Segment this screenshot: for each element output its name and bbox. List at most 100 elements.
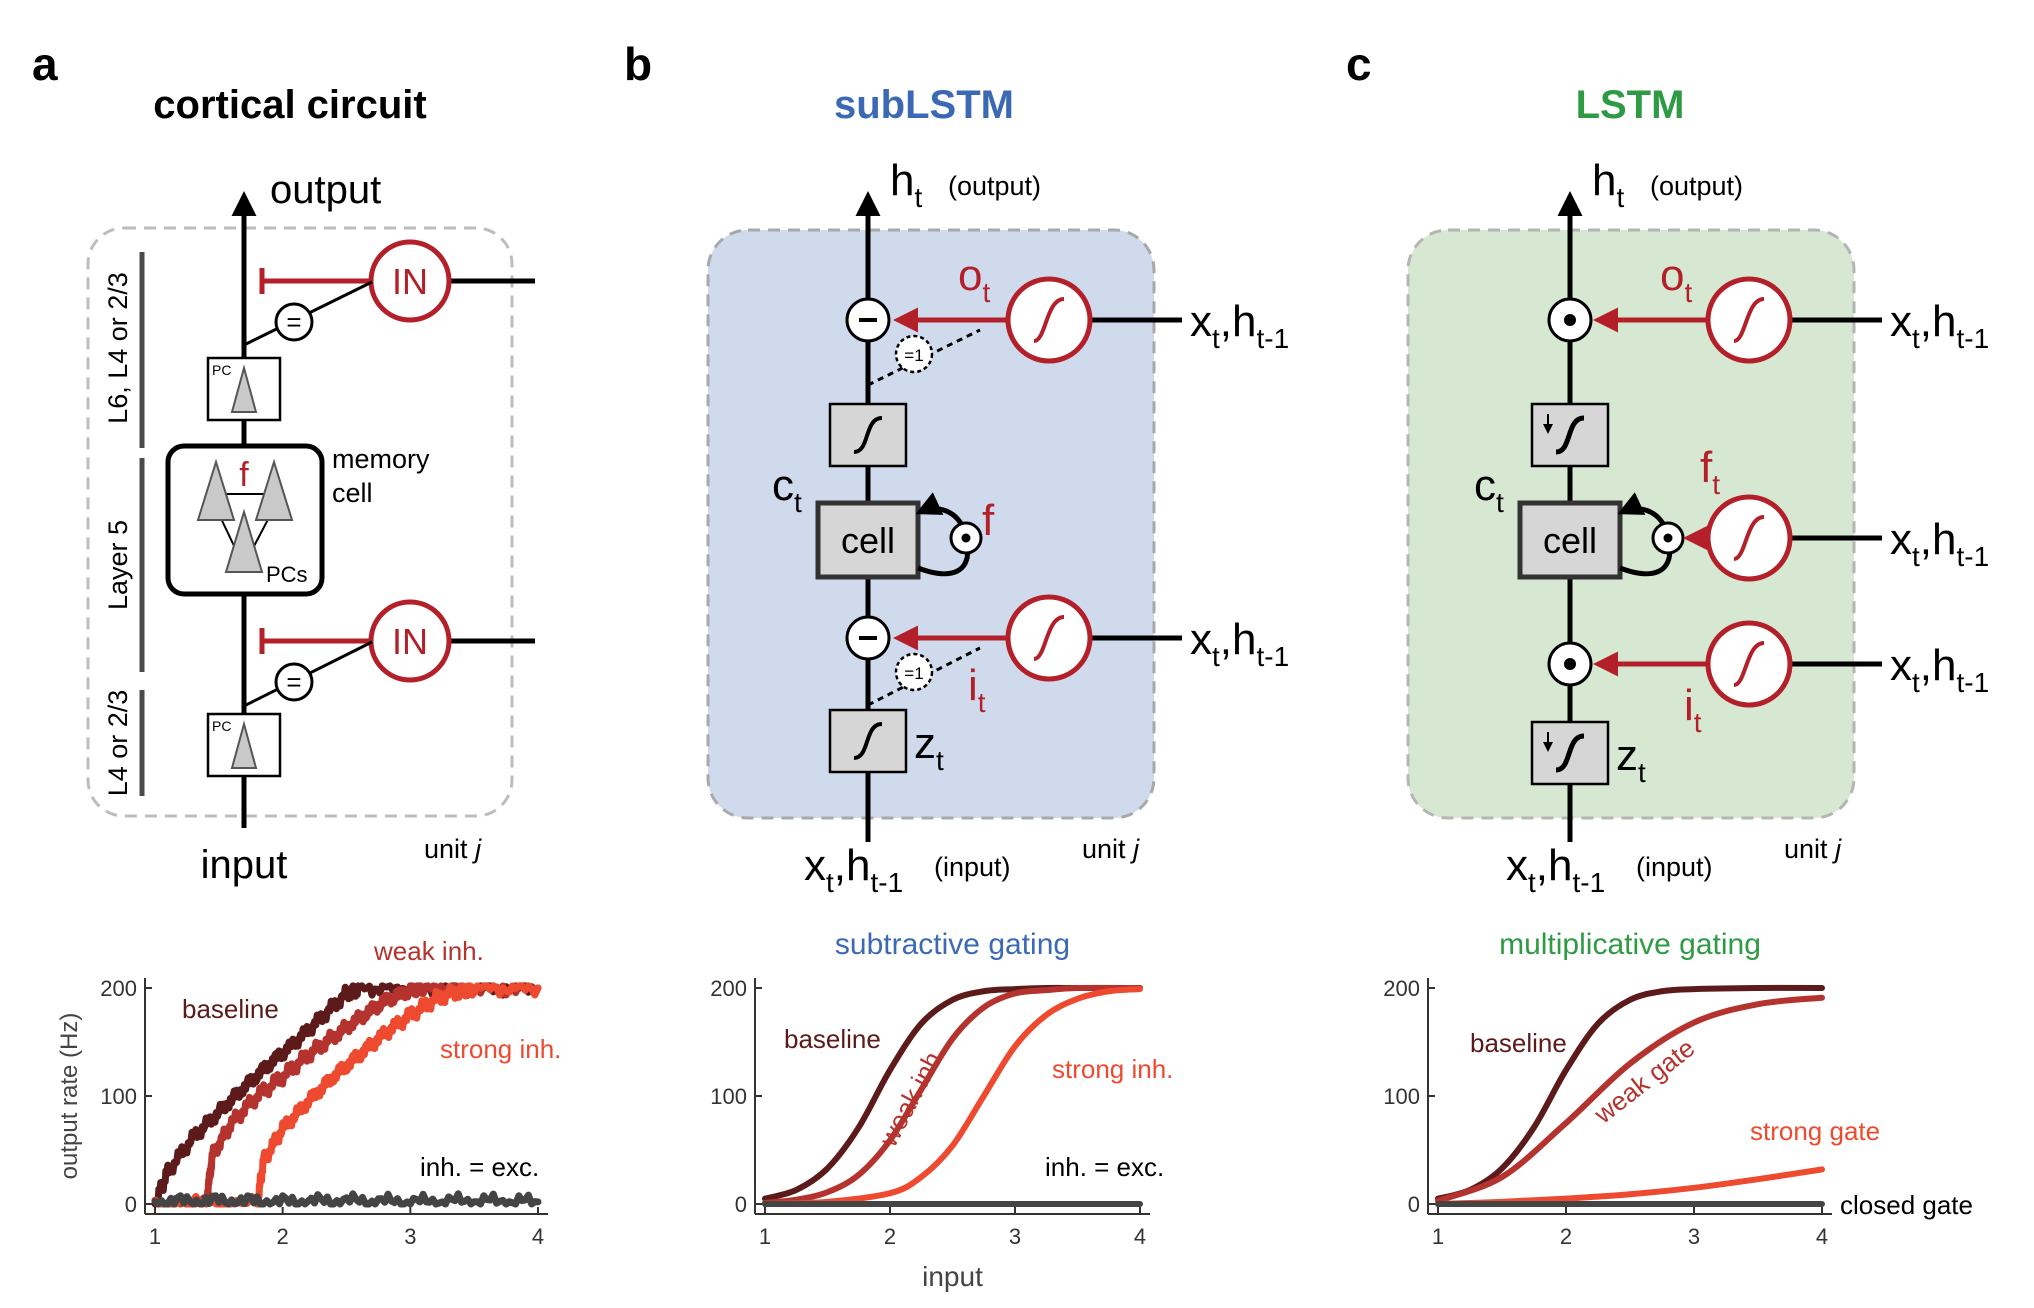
panel-letter-b: b [624, 38, 652, 90]
sigmoid-icon [853, 416, 883, 454]
x-tick-label: 4 [532, 1224, 544, 1249]
sigmoid-icon [1555, 733, 1585, 773]
series-line [151, 982, 542, 1208]
output-gate [1005, 276, 1093, 364]
series-label: weak inh. [373, 936, 484, 966]
ct-label: ct [772, 461, 802, 518]
unit-label: unit j [1784, 834, 1842, 864]
series-label: strong inh. [1052, 1054, 1173, 1084]
chart-a: 0 100 200 1 2 3 4 output rate (Hz) baseline weak … [56, 936, 561, 1249]
gate-label-i: it [968, 661, 986, 718]
x-tick-label: 3 [404, 1224, 416, 1249]
chart-title: multiplicative gating [1499, 928, 1761, 961]
series-label: weak inh. [873, 1040, 952, 1152]
sigmoid-icon [1733, 515, 1765, 561]
layer-label-upper: L6, L4 or 2/3 [103, 272, 133, 424]
panel-b: b subLSTM ht (output) xt,ht-1 ot =1 cell… [624, 38, 1289, 898]
input-label: input [201, 843, 288, 887]
x-axis-label: input [922, 1261, 983, 1292]
x-tick-label: 4 [1816, 1224, 1828, 1249]
forget-label: f [982, 496, 995, 545]
ct-label: ct [1474, 461, 1504, 518]
pc-label-bottom: PC [212, 718, 231, 734]
y-tick-label: 0 [735, 1192, 747, 1217]
cell-box [815, 500, 921, 580]
sigmoid-icon [1733, 297, 1765, 343]
cell-label: cell [841, 520, 895, 561]
output-note: (output) [1650, 171, 1743, 201]
ht-label: ht [1592, 156, 1624, 213]
chart-c: 0 100 200 1 2 3 4 multiplicative gating baseline… [1383, 928, 1973, 1249]
unit-weight-label: =1 [904, 664, 923, 683]
series-label: baseline [784, 1024, 881, 1054]
x-tick-label: 1 [149, 1224, 161, 1249]
input-gate [1705, 620, 1793, 708]
input-note: (input) [934, 852, 1011, 882]
x-tick-label: 2 [277, 1224, 289, 1249]
dot-icon [961, 533, 971, 543]
x-tick-label: 1 [759, 1224, 771, 1249]
panel-c: c LSTM ht (output) xt,ht-1 ot cell ct xt… [1346, 38, 1989, 898]
y-tick-label: 100 [710, 1084, 747, 1109]
series-label: baseline [182, 994, 279, 1024]
y-tick-label: 0 [125, 1192, 137, 1217]
sigmoid-icon [1033, 297, 1065, 343]
cell-box [1517, 500, 1623, 580]
gate-input-label-o: xt,ht-1 [1890, 297, 1989, 354]
forget-label: f [239, 456, 249, 494]
x-tick-label: 4 [1134, 1224, 1146, 1249]
gate-input-label-i: xt,ht-1 [1190, 615, 1289, 672]
series-line [762, 986, 1143, 1207]
unit-label: unit j [1082, 834, 1140, 864]
y-axis-label: output rate (Hz) [56, 1013, 83, 1180]
pyramidal-cell-icon [196, 458, 236, 521]
pcs-label: PCs [266, 562, 308, 587]
cell-label: cell [332, 478, 373, 508]
y-tick-label: 100 [1383, 1084, 1420, 1109]
dot-icon [1663, 533, 1673, 543]
y-tick-label: 100 [100, 1084, 137, 1109]
zt-label: zt [1616, 731, 1646, 788]
input-label: xt,ht-1 [1506, 841, 1605, 898]
series-label: baseline [1470, 1028, 1567, 1058]
pc-label-top: PC [212, 362, 231, 378]
output-label: output [270, 168, 381, 212]
gate-label-i: it [1684, 681, 1702, 738]
series-line [151, 982, 542, 1208]
dot-icon [1564, 314, 1576, 326]
memory-label: memory [332, 444, 430, 474]
series-label: inh. = exc. [420, 1152, 539, 1182]
gate-input-label-i: xt,ht-1 [1890, 641, 1989, 698]
gate-label-f: ft [1700, 443, 1720, 500]
panel-a: a cortical circuit L6, L4 or 2/3 Layer 5… [32, 38, 535, 887]
y-tick-label: 200 [1383, 976, 1420, 1001]
unit-weight-node [894, 334, 934, 374]
panel-a-title: cortical circuit [153, 83, 426, 127]
layer-label-lower: L4 or 2/3 [103, 690, 133, 797]
panel-letter-a: a [32, 38, 58, 90]
cell-label: cell [1543, 520, 1597, 561]
equal-node-top [274, 302, 314, 342]
pyramidal-cell-icon [224, 508, 264, 573]
layer-label-middle: Layer 5 [103, 520, 133, 610]
unit-weight-node [894, 652, 934, 692]
pyramidal-cell-icon [230, 720, 258, 769]
unit-label: unit j [424, 834, 482, 864]
equal-node-bottom [274, 662, 314, 702]
interneuron-label-top: IN [392, 261, 428, 302]
pyramidal-cell-icon [254, 458, 294, 521]
y-tick-label: 200 [710, 976, 747, 1001]
series-label: strong gate [1750, 1116, 1880, 1146]
series-line [1435, 984, 1825, 1202]
series-line [1435, 994, 1825, 1204]
pyramidal-cell-icon [230, 364, 258, 413]
input-note: (input) [1636, 852, 1713, 882]
gate-input-label-f: xt,ht-1 [1890, 515, 1989, 572]
input-gate [1005, 594, 1093, 682]
chart-title: subtractive gating [835, 928, 1070, 961]
y-tick-label: 200 [100, 976, 137, 1001]
gate-input-label-o: xt,ht-1 [1190, 297, 1289, 354]
series-line [762, 984, 1143, 1206]
series-label: inh. = exc. [1045, 1152, 1164, 1182]
